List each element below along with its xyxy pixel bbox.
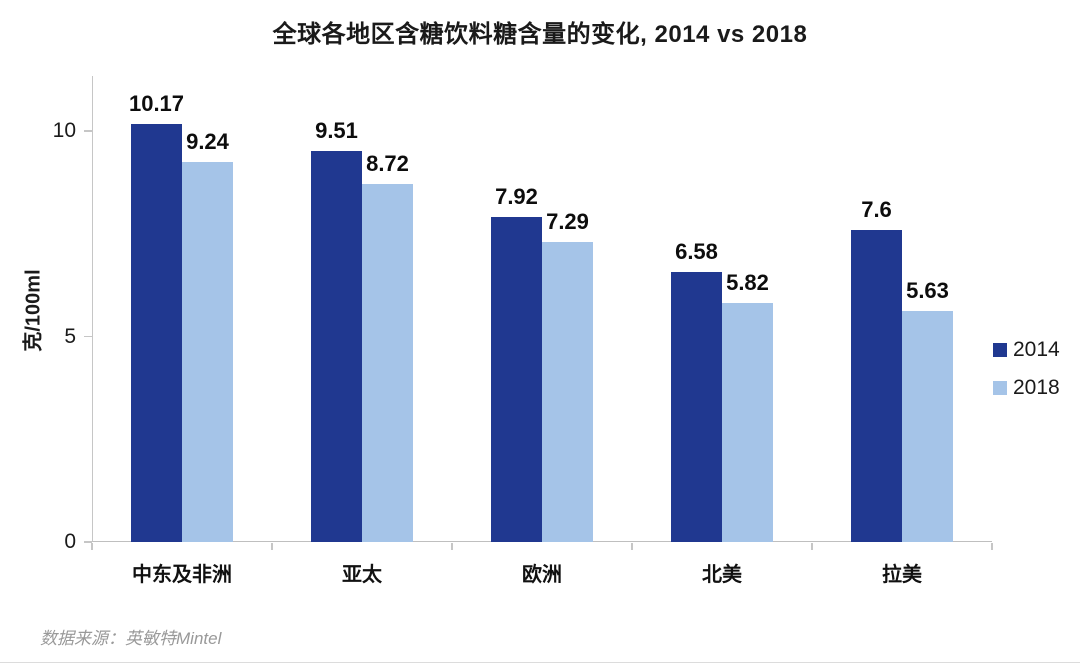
bottom-divider <box>0 662 1080 663</box>
legend-label-2018: 2018 <box>1013 376 1060 399</box>
y-axis-title: 克/100ml <box>22 269 45 352</box>
legend: 2014 2018 <box>993 339 1060 415</box>
bar-2014 <box>851 229 902 542</box>
legend-label-2014: 2014 <box>1013 338 1060 361</box>
x-tick-label: 北美 <box>702 564 742 586</box>
x-tick-mark <box>811 543 813 550</box>
value-label-2018: 8.72 <box>366 150 409 176</box>
x-tick-mark <box>991 543 993 550</box>
value-label-2018: 5.82 <box>726 269 769 295</box>
y-tick-mark <box>84 130 92 132</box>
bar-2014 <box>131 124 182 542</box>
bar-2018 <box>362 183 413 542</box>
x-tick-label: 欧洲 <box>522 564 562 586</box>
x-tick-mark <box>271 543 273 550</box>
value-label-2014: 7.92 <box>495 183 538 209</box>
bar-2014 <box>311 151 362 542</box>
y-tick-mark <box>84 335 92 338</box>
value-label-2014: 6.58 <box>675 238 718 264</box>
x-tick-label: 拉美 <box>882 564 922 586</box>
value-label-2018: 7.29 <box>546 209 589 235</box>
legend-item-2018: 2018 <box>993 377 1060 398</box>
x-tick-label: 亚太 <box>342 564 382 586</box>
bar-2018 <box>542 242 593 542</box>
x-tick-label: 中东及非洲 <box>132 564 232 586</box>
y-tick-label: 5 <box>64 324 76 348</box>
bar-2018 <box>722 302 773 542</box>
y-tick-label: 0 <box>64 530 76 553</box>
value-label-2018: 5.63 <box>906 277 949 303</box>
value-label-2014: 7.6 <box>861 196 892 222</box>
bar-2018 <box>182 162 233 542</box>
source-note: 数据来源：英敏特Mintel <box>40 629 222 648</box>
y-tick-mark <box>84 541 92 543</box>
legend-swatch-2018 <box>993 380 1007 395</box>
chart-title: 全球各地区含糖饮料糖含量的变化, 2014 vs 2018 <box>272 21 808 48</box>
x-tick-mark <box>91 543 93 550</box>
x-tick-mark <box>631 543 633 550</box>
legend-item-2014: 2014 <box>993 339 1060 360</box>
value-label-2014: 9.51 <box>315 118 358 144</box>
bar-2018 <box>902 310 953 542</box>
x-tick-mark <box>451 543 453 550</box>
bar-2014 <box>491 216 542 542</box>
y-tick-label: 10 <box>52 119 76 143</box>
value-label-2018: 9.24 <box>186 129 229 155</box>
bar-2014 <box>671 271 722 542</box>
legend-swatch-2014 <box>993 342 1007 357</box>
value-label-2014: 10.17 <box>128 91 185 117</box>
